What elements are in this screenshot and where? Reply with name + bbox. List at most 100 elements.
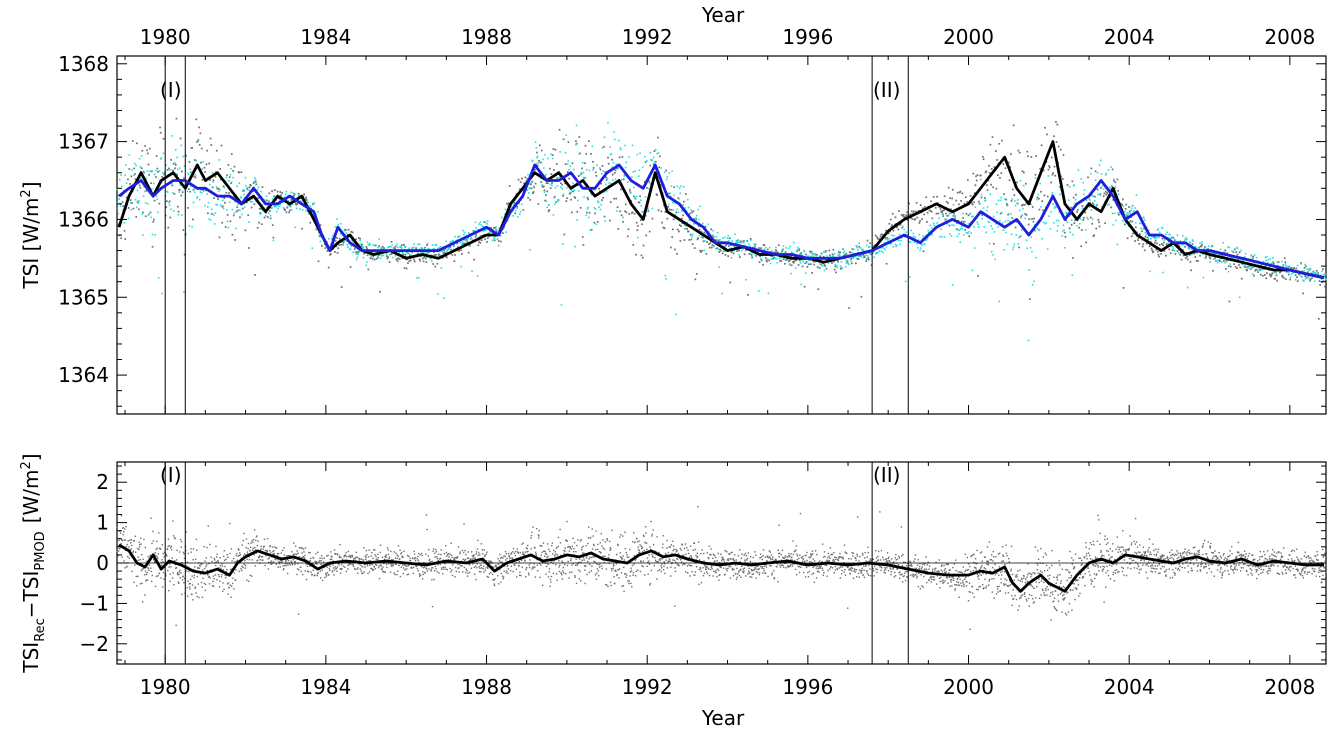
pmod-daily-point <box>644 161 647 163</box>
pmod-daily-point <box>1020 215 1022 218</box>
rec-daily-point <box>904 280 907 283</box>
difference-daily-point <box>414 559 417 562</box>
pmod-daily-point <box>219 178 222 181</box>
pmod-daily-point <box>635 221 638 224</box>
pmod-daily-point <box>497 240 500 242</box>
pmod-daily-point <box>584 144 587 147</box>
pmod-daily-point <box>1236 267 1238 269</box>
difference-daily-point <box>426 528 428 531</box>
rec-daily-point <box>970 232 973 234</box>
pmod-daily-point <box>1188 254 1191 256</box>
pmod-daily-point <box>1293 267 1296 269</box>
difference-daily-point <box>470 567 473 569</box>
pmod-daily-point <box>564 163 567 166</box>
rec-daily-point <box>702 222 704 225</box>
rec-daily-point <box>1186 286 1189 289</box>
rec-daily-point <box>601 172 603 175</box>
pmod-daily-point <box>369 257 372 260</box>
difference-daily-point <box>261 556 264 558</box>
pmod-daily-point <box>682 214 684 217</box>
pmod-daily-point <box>1144 235 1147 238</box>
difference-daily-point <box>282 549 284 552</box>
rec-daily-point <box>994 258 996 261</box>
difference-daily-point <box>207 525 209 527</box>
rec-daily-point <box>299 208 301 210</box>
pmod-daily-point <box>711 244 714 246</box>
pmod-daily-point <box>1154 239 1157 242</box>
difference-daily-point <box>333 574 335 576</box>
pmod-daily-point <box>912 212 915 215</box>
rec-daily-point <box>1080 178 1082 180</box>
difference-daily-point <box>442 573 444 575</box>
pmod-daily-point <box>533 186 536 189</box>
difference-daily-point <box>242 539 244 542</box>
pmod-daily-point <box>545 182 548 184</box>
pmod-daily-point <box>289 205 292 208</box>
difference-daily-point <box>254 546 256 549</box>
difference-daily-point <box>456 556 459 558</box>
rec-daily-point <box>131 169 133 172</box>
pmod-daily-point <box>420 247 423 249</box>
rec-daily-point <box>776 262 779 264</box>
difference-daily-point <box>357 567 359 569</box>
pmod-daily-point <box>839 251 842 254</box>
pmod-daily-point <box>261 186 264 189</box>
rec-daily-point <box>940 228 942 231</box>
pmod-daily-point <box>452 245 455 247</box>
rec-daily-point <box>753 253 756 255</box>
pmod-daily-point <box>991 136 994 138</box>
rec-daily-point <box>426 256 428 259</box>
pmod-daily-point <box>1055 141 1058 143</box>
rec-daily-point <box>578 153 581 155</box>
rec-daily-point <box>850 256 853 258</box>
difference-daily-point <box>259 555 261 557</box>
rec-daily-point <box>669 195 672 198</box>
rec-daily-point <box>1191 239 1194 241</box>
pmod-daily-point <box>766 248 769 251</box>
rec-daily-point <box>358 250 361 253</box>
difference-daily-point <box>407 565 409 567</box>
pmod-daily-point <box>250 206 253 209</box>
rec-daily-point <box>495 226 497 228</box>
rec-daily-point <box>903 228 906 231</box>
pmod-daily-point <box>812 260 815 263</box>
difference-daily-point <box>364 563 366 566</box>
pmod-daily-point <box>1016 181 1018 184</box>
rec-daily-point <box>223 186 226 189</box>
pmod-daily-point <box>323 243 326 245</box>
pmod-daily-point <box>952 215 955 217</box>
pmod-daily-point <box>418 258 421 261</box>
difference-daily-point <box>275 558 277 561</box>
difference-daily-point <box>148 569 150 572</box>
difference-daily-point <box>212 580 214 583</box>
pmod-daily-point <box>283 208 286 210</box>
difference-daily-point <box>256 535 258 537</box>
pmod-daily-point <box>487 232 490 235</box>
difference-daily-point <box>199 573 202 575</box>
difference-daily-point <box>389 571 392 573</box>
difference-daily-point <box>354 557 357 559</box>
pmod-daily-point <box>401 257 404 260</box>
pmod-daily-point <box>1119 211 1121 214</box>
difference-daily-point <box>193 568 195 571</box>
rec-daily-point <box>147 214 150 216</box>
rec-daily-point <box>1071 274 1074 277</box>
rec-daily-point <box>1287 265 1289 268</box>
pmod-daily-point <box>1095 227 1098 230</box>
difference-daily-point <box>386 566 388 569</box>
rec-daily-point <box>528 187 531 190</box>
rec-daily-point <box>633 196 636 198</box>
difference-daily-point <box>436 557 439 560</box>
rec-daily-point <box>1313 280 1316 282</box>
rec-daily-point <box>661 185 663 188</box>
pmod-daily-point <box>992 186 994 189</box>
pmod-daily-point <box>647 210 650 213</box>
pmod-daily-point <box>385 255 388 257</box>
pmod-daily-point <box>639 219 642 222</box>
pmod-daily-point <box>560 182 562 184</box>
difference-daily-point <box>449 558 452 561</box>
rec-daily-point <box>1068 199 1070 201</box>
difference-daily-point <box>189 578 192 581</box>
rec-daily-point <box>423 247 426 250</box>
rec-daily-point <box>1024 217 1026 220</box>
